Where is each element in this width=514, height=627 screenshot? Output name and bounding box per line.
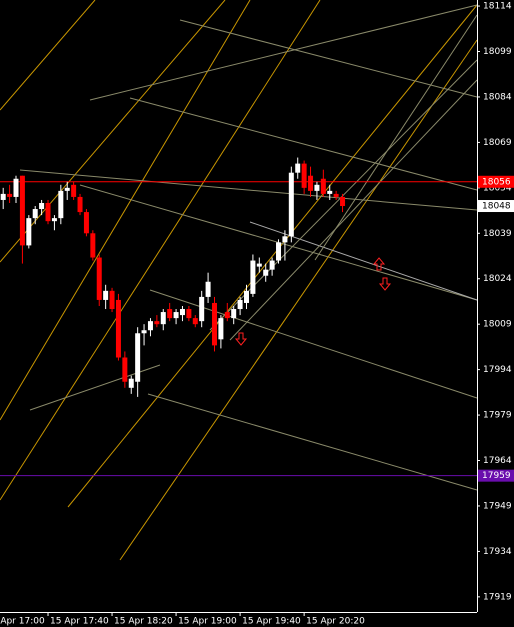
plot-area [0,0,478,561]
candle-body [19,175,25,246]
candle-body [256,263,262,267]
candle-body [205,281,211,297]
price-level-tag [478,175,514,188]
candle-body [160,312,166,325]
candle-body [276,242,282,261]
candle-body [250,260,256,294]
candle-body [237,299,243,310]
candle-body [314,184,320,191]
candle-body [13,178,19,197]
candle-body [263,269,269,276]
last-price-label: 18048 [482,202,511,212]
y-tick-label: 18054 [483,183,512,193]
y-tick-label: 18024 [483,274,512,284]
candle-body [83,212,89,234]
price-level-tag [478,469,514,482]
candle-body [77,196,83,213]
horizontal-lines [0,181,477,477]
y-tick-label: 18039 [483,229,512,239]
candle-body [295,163,301,173]
candle-body [58,190,64,219]
y-tick-label: 18069 [483,138,512,148]
y-tick-label: 18114 [483,2,512,12]
fan-lines [0,0,478,561]
candle-body [327,190,333,194]
candle-body [96,257,102,300]
x-tick-label: 15 Apr 18:20 [114,617,173,627]
y-tick-label: 17994 [483,365,512,375]
signal-arrows [234,257,392,346]
candle-body [0,193,6,200]
y-tick-label: 17919 [483,592,512,602]
candle-body [231,309,237,319]
candle-body [45,202,51,222]
candle-body [211,302,217,346]
candles [0,157,346,397]
channel-lines [19,4,478,491]
candle-body [269,260,275,270]
candle-body [333,193,339,197]
y-tick-label: 18084 [483,92,512,102]
y-tick-label: 17979 [483,411,512,421]
candle-body [154,321,160,325]
candle-body [147,321,153,331]
candle-body [282,236,288,243]
candle-body [64,187,70,191]
y-tick-label: 18099 [483,47,512,57]
candle-body [320,178,326,194]
price-level-label: 18056 [482,177,511,187]
candle-body [244,290,250,303]
candle-body [192,318,198,325]
candle-body [224,312,230,319]
candle-body [90,233,96,258]
last-price-tag [478,200,514,213]
candle-body [340,196,346,207]
candle-body [179,309,185,316]
price-level-label: 17959 [482,471,511,481]
candle-body [103,290,109,300]
candle-body [122,357,128,382]
candle-body [128,378,134,388]
candle-body [288,172,294,237]
x-tick-label: 15 Apr 19:40 [242,617,301,627]
candle-body [51,218,57,222]
candle-body [71,184,77,197]
x-tick-label: 15 Apr 19:00 [178,617,237,627]
y-tick-label: 17934 [483,547,512,557]
candle-body [186,309,192,319]
candle-body [26,218,32,246]
candle-body [109,290,115,310]
candle-body [218,318,224,340]
candle-body [301,163,307,188]
candle-body [141,330,147,334]
y-tick-label: 17964 [483,456,512,466]
candle-body [135,333,141,382]
candle-body [39,202,45,210]
candle-body [308,175,314,191]
y-tick-label: 18009 [483,320,512,330]
x-tick-label: 15 Apr 20:20 [306,617,365,627]
y-tick-label: 17949 [483,501,512,511]
candle-body [167,309,173,319]
candle-body [115,299,121,358]
candle-body [32,209,38,219]
candle-body [7,193,13,197]
candle-body [199,296,205,322]
x-tick-label: 15 Apr 17:40 [50,617,109,627]
candle-body [173,312,179,319]
x-tick-label: 15 Apr 17:00 [0,617,45,627]
